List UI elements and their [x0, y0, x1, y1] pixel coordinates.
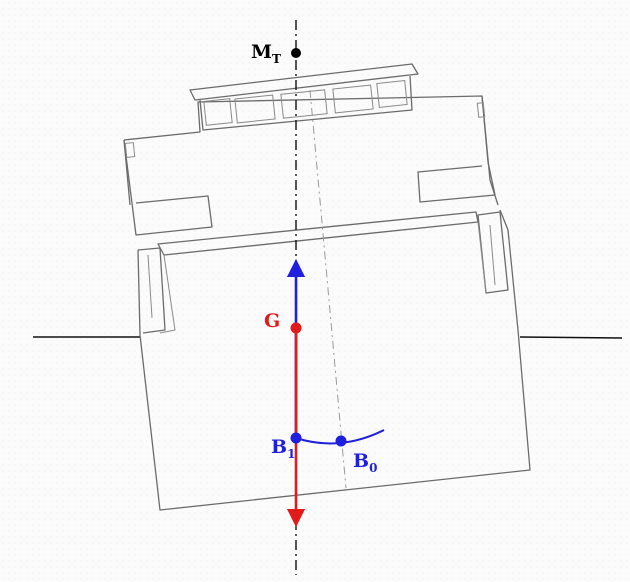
house-left-wall [123, 139, 131, 206]
metacenter-label: MT [251, 41, 281, 66]
hull-left-box-inner [147, 254, 153, 319]
hull-left-box [137, 247, 166, 334]
hull-right-box-inner [489, 224, 496, 286]
house-right-wall [481, 95, 499, 206]
ship-hull [137, 209, 531, 511]
ship-centerline-heeled [309, 89, 347, 489]
buoyancy-upright-label: B0 [353, 450, 377, 475]
buoyancy-heeled-label: B1 [271, 436, 295, 461]
ship-superstructure [123, 63, 499, 236]
hull-deck-line [157, 211, 479, 256]
hull-inner-wall-right [477, 221, 487, 294]
gravity-point [290, 322, 302, 334]
bridge-window-5 [376, 80, 408, 108]
buoyancy-heeled-point [290, 432, 302, 444]
bridge-window-3 [280, 89, 328, 119]
bridge-window-1 [203, 98, 233, 126]
house-left-corner-mark [124, 142, 136, 158]
bridge-window-2 [234, 94, 276, 124]
metacenter-point [291, 48, 301, 58]
hull-inner-wall [159, 254, 176, 334]
bridge-body [199, 75, 413, 131]
bridge-roof [189, 63, 419, 101]
house-right-corner-mark [476, 102, 486, 118]
buoyancy-upright-point [335, 435, 347, 447]
hull-outline [137, 209, 531, 511]
gravity-label: G [264, 310, 280, 332]
waterline-right [519, 336, 623, 339]
house-outline [123, 95, 496, 236]
hull-right-box [477, 211, 509, 294]
bridge-window-4 [332, 84, 374, 114]
